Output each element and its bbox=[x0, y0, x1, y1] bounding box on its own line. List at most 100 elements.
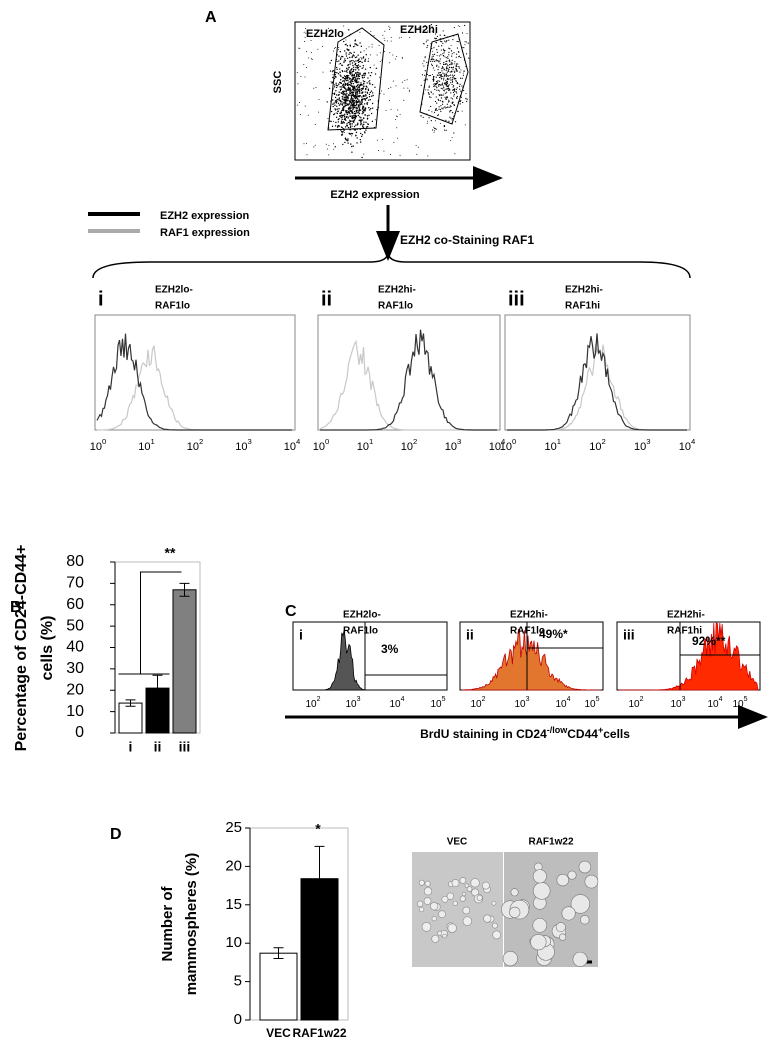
dot bbox=[340, 114, 342, 117]
dot bbox=[347, 64, 350, 66]
dot bbox=[349, 100, 351, 102]
dot bbox=[358, 112, 361, 115]
dot bbox=[409, 36, 411, 38]
histogram-trace bbox=[97, 345, 292, 431]
dot bbox=[350, 107, 352, 109]
dot bbox=[326, 148, 328, 150]
dot bbox=[455, 63, 458, 65]
dot bbox=[353, 94, 356, 97]
dot bbox=[368, 106, 370, 109]
dot bbox=[452, 78, 454, 80]
dot bbox=[345, 78, 347, 80]
dot bbox=[441, 82, 444, 84]
dot bbox=[355, 96, 357, 99]
dot bbox=[343, 99, 345, 102]
tick-exp: 2 bbox=[317, 696, 321, 703]
dot bbox=[432, 58, 434, 60]
dot bbox=[448, 122, 450, 124]
y-axis-label: Number of bbox=[159, 885, 176, 961]
dot bbox=[432, 54, 434, 56]
dot bbox=[440, 87, 442, 90]
dot bbox=[369, 98, 372, 101]
dot bbox=[363, 57, 365, 59]
dot bbox=[398, 37, 400, 39]
dot bbox=[453, 52, 455, 54]
dot bbox=[441, 70, 443, 72]
dot bbox=[355, 66, 357, 69]
dot bbox=[361, 96, 363, 98]
dot bbox=[353, 110, 356, 113]
dot bbox=[382, 138, 384, 140]
dot bbox=[433, 53, 436, 55]
dot bbox=[347, 140, 349, 142]
dot bbox=[344, 98, 346, 101]
dot bbox=[445, 82, 447, 84]
dot bbox=[428, 109, 430, 111]
dot bbox=[347, 126, 350, 129]
dot bbox=[356, 73, 358, 75]
dot bbox=[448, 89, 450, 92]
dot bbox=[346, 93, 348, 95]
dot bbox=[333, 113, 336, 115]
tick-base: 10 bbox=[470, 699, 482, 710]
dot bbox=[361, 87, 364, 90]
dot bbox=[343, 94, 345, 96]
sphere bbox=[459, 895, 466, 902]
dot bbox=[455, 65, 457, 67]
dot bbox=[354, 117, 356, 120]
dot bbox=[444, 56, 446, 58]
dot bbox=[426, 64, 428, 66]
dot bbox=[351, 110, 353, 113]
dot bbox=[338, 47, 340, 49]
dot bbox=[424, 56, 426, 58]
dot bbox=[436, 82, 438, 84]
dot bbox=[334, 47, 336, 49]
dot bbox=[349, 87, 351, 90]
dot bbox=[426, 113, 428, 115]
dot bbox=[363, 110, 365, 112]
tick-exp: 2 bbox=[601, 437, 605, 446]
dot bbox=[450, 63, 452, 66]
dot bbox=[303, 64, 305, 66]
tick-exp: 4 bbox=[719, 696, 723, 703]
dot bbox=[365, 53, 367, 56]
dot bbox=[351, 55, 353, 57]
dot bbox=[458, 85, 461, 87]
dot bbox=[334, 46, 336, 48]
dot bbox=[446, 71, 448, 73]
dot bbox=[334, 146, 337, 148]
dot bbox=[351, 91, 353, 94]
label: C bbox=[285, 603, 297, 620]
dot bbox=[453, 104, 455, 106]
significance: ** bbox=[165, 545, 176, 561]
y-axis-label: cells (%) bbox=[39, 616, 56, 681]
sphere bbox=[470, 878, 480, 888]
dot bbox=[455, 56, 457, 58]
dot bbox=[363, 98, 365, 100]
dot bbox=[433, 85, 435, 87]
dot bbox=[439, 60, 441, 62]
dot bbox=[369, 54, 371, 56]
dot bbox=[363, 76, 366, 78]
dot bbox=[338, 97, 341, 99]
dot bbox=[426, 46, 428, 49]
dot bbox=[371, 120, 374, 123]
dot bbox=[364, 97, 366, 100]
dot bbox=[426, 44, 429, 47]
dot bbox=[444, 84, 446, 86]
dot bbox=[352, 66, 355, 68]
dot bbox=[456, 87, 458, 89]
dot bbox=[432, 129, 434, 131]
dot bbox=[359, 42, 361, 44]
dot bbox=[345, 95, 348, 97]
dot bbox=[356, 67, 359, 69]
dot bbox=[453, 89, 455, 92]
dot bbox=[359, 132, 362, 135]
dot bbox=[374, 119, 376, 121]
dot bbox=[451, 63, 454, 65]
label: RAF1lo bbox=[343, 626, 378, 637]
dot bbox=[358, 99, 360, 101]
dot bbox=[454, 121, 457, 123]
dot bbox=[342, 90, 345, 93]
dot bbox=[338, 115, 341, 117]
